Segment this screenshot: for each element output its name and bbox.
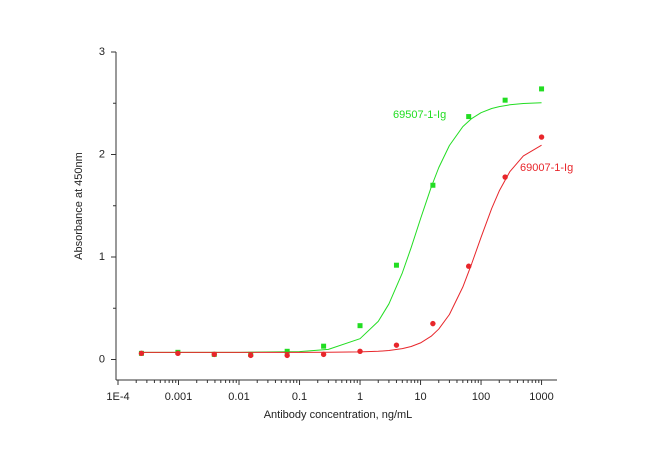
point xyxy=(321,343,327,349)
y-axis-label: Absorbance at 450nm xyxy=(73,152,85,260)
point xyxy=(502,174,508,180)
x-tick-label: 100 xyxy=(472,391,490,403)
point xyxy=(465,263,472,269)
x-tick-label: 1 xyxy=(357,391,363,403)
point xyxy=(248,352,254,359)
point xyxy=(357,348,363,354)
point xyxy=(393,262,399,268)
x-tick-label: 1E-4 xyxy=(106,391,129,403)
point xyxy=(284,352,290,359)
point xyxy=(320,351,327,358)
x-tick-label: 1000 xyxy=(529,391,553,403)
series-label: 69007-1-Ig xyxy=(520,162,573,174)
x-tick-label: 0.01 xyxy=(228,391,249,403)
point xyxy=(138,350,145,357)
fit-curve xyxy=(141,144,542,353)
x-tick-label: 10 xyxy=(414,391,426,403)
y-tick-label: 0 xyxy=(99,353,105,365)
y-tick-label: 3 xyxy=(99,46,105,58)
point xyxy=(211,351,217,358)
point xyxy=(466,114,472,120)
x-axis-label: Antibody concentration, ng/mL xyxy=(264,409,413,421)
fit-curve xyxy=(141,102,542,353)
point xyxy=(539,86,545,92)
point xyxy=(393,342,400,348)
point xyxy=(430,182,436,188)
series-label: 69507-1-Ig xyxy=(393,109,446,121)
point xyxy=(175,350,181,357)
y-tick-label: 2 xyxy=(99,148,105,160)
y-tick-label: 1 xyxy=(99,251,105,263)
point xyxy=(502,97,508,103)
point xyxy=(357,323,363,329)
point xyxy=(538,134,545,140)
point xyxy=(284,348,290,354)
x-tick-label: 0.001 xyxy=(165,391,193,403)
point xyxy=(430,320,436,327)
x-tick-label: 0.1 xyxy=(292,391,307,403)
